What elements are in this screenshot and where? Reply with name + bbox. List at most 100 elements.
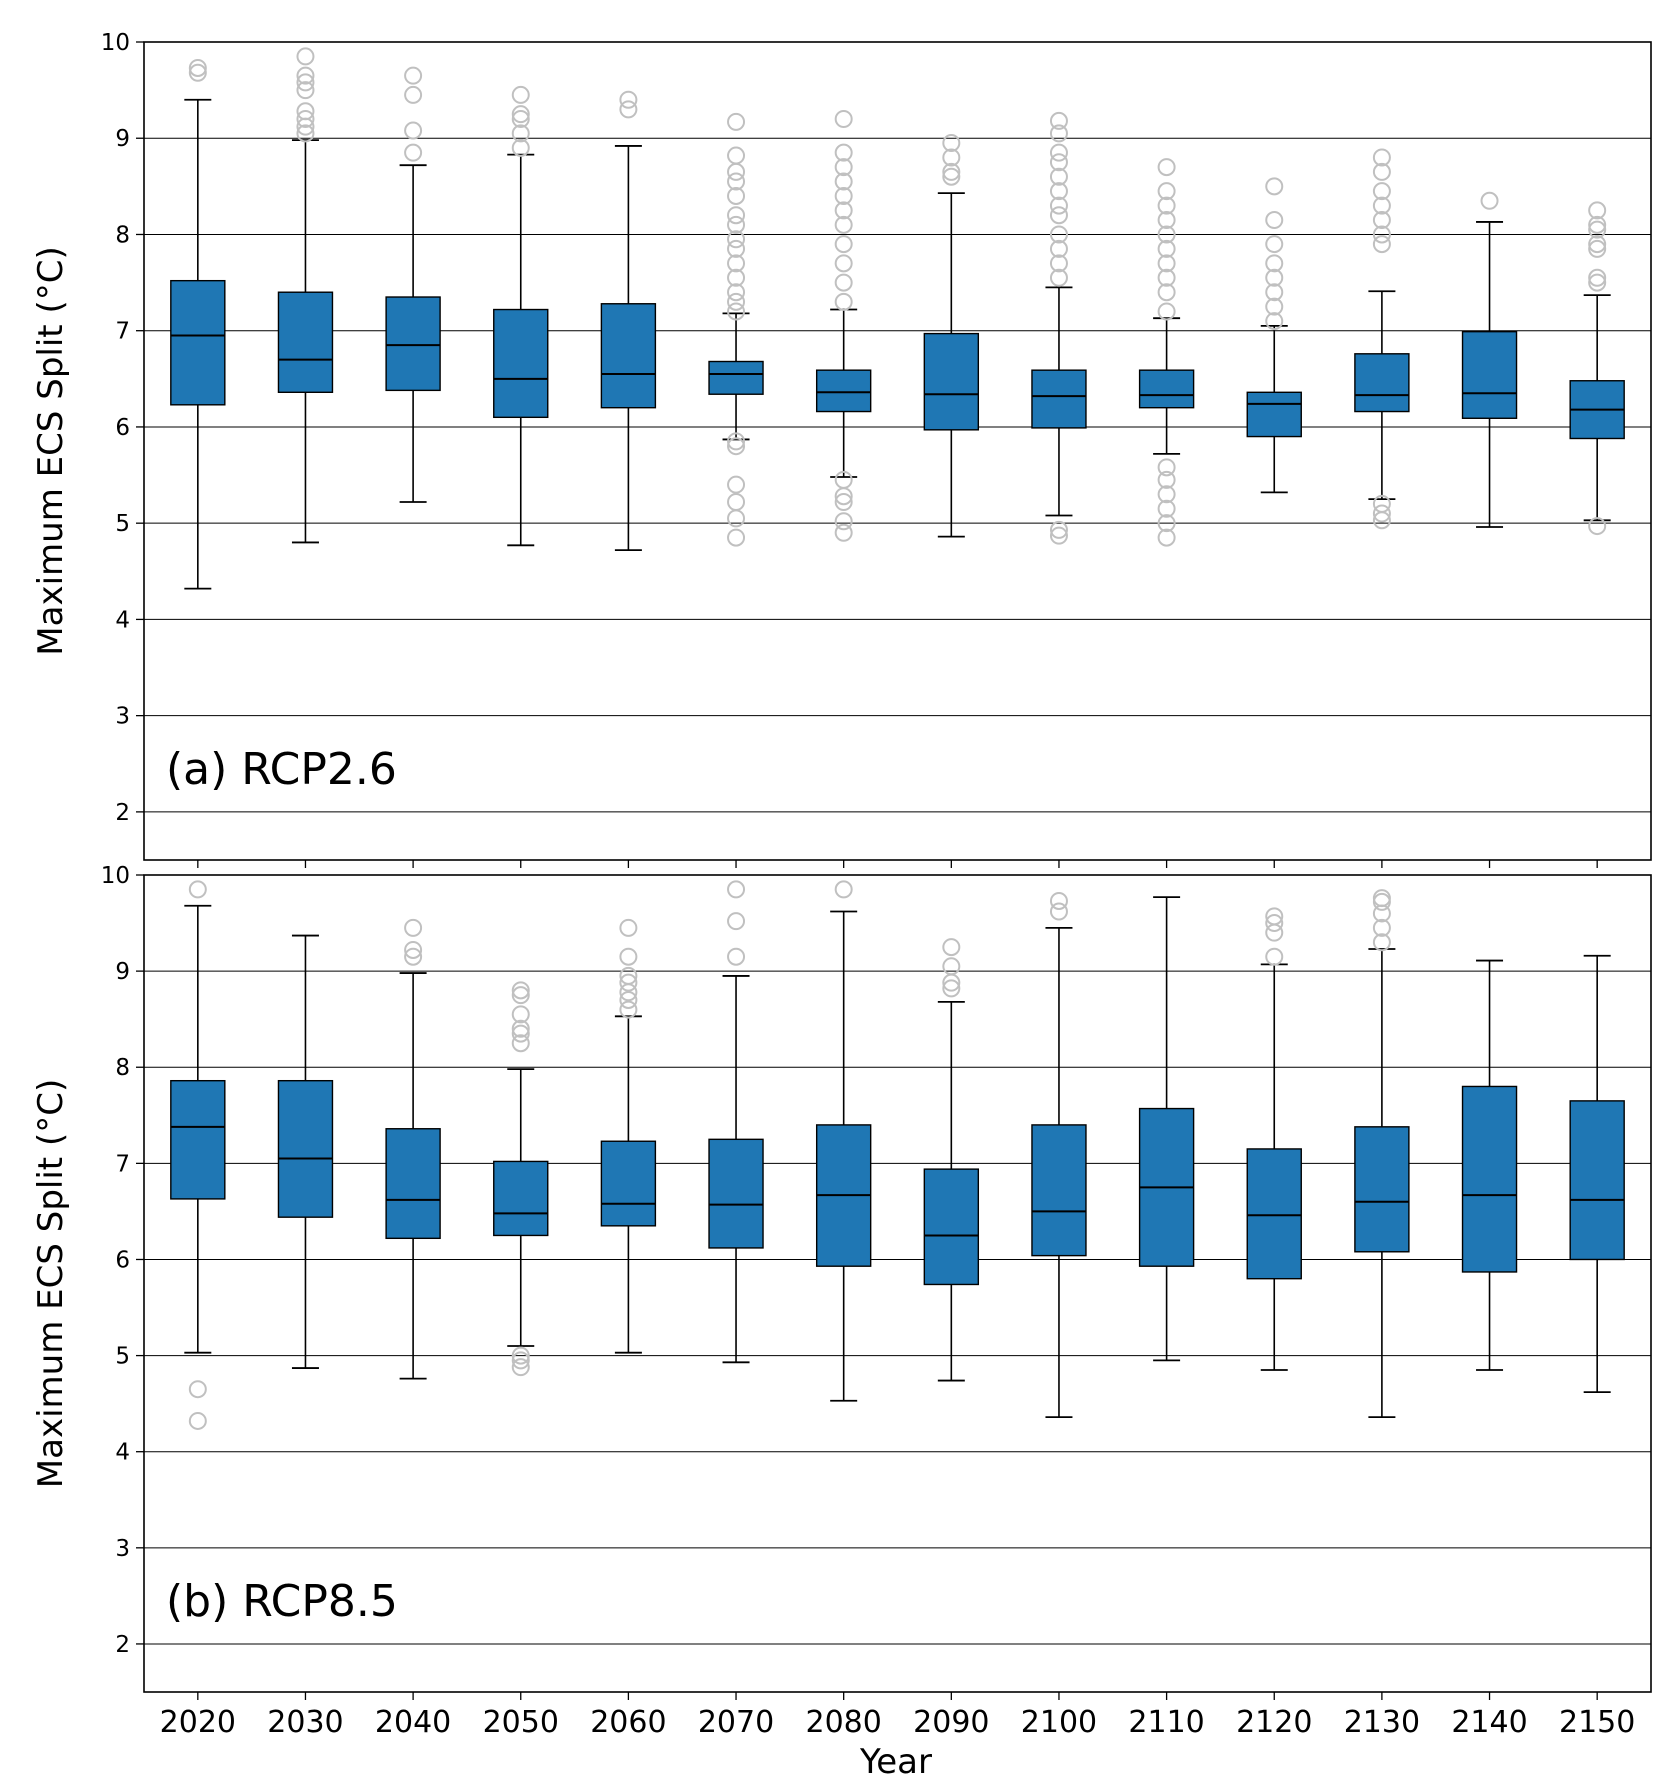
outlier-point <box>834 880 853 899</box>
x-tick-label: 2070 <box>698 1705 774 1740</box>
outlier-point <box>404 121 423 140</box>
outlier-point <box>404 143 423 162</box>
x-tick-label: 2080 <box>805 1705 881 1740</box>
y-tick-label: 6 <box>115 415 130 441</box>
box-2020 <box>170 880 226 1430</box>
outlier-point <box>511 1019 530 1038</box>
outlier-point <box>727 283 746 302</box>
iqr-box <box>385 296 441 392</box>
outlier-point <box>511 1034 530 1053</box>
iqr-box <box>1246 1148 1302 1280</box>
outlier-point <box>727 112 746 131</box>
iqr-box <box>1569 1100 1625 1261</box>
outlier-point <box>727 162 746 181</box>
outlier-point <box>1265 235 1284 254</box>
panel-label: (b) RCP8.5 <box>166 1576 398 1627</box>
outlier-point <box>404 66 423 85</box>
outlier-point <box>296 109 315 128</box>
outlier-point <box>1372 148 1391 167</box>
x-tick-label: 2120 <box>1236 1705 1312 1740</box>
outlier-point <box>1049 225 1068 244</box>
y-tick-label: 3 <box>115 704 130 730</box>
box-2120 <box>1246 177 1302 494</box>
outlier-point <box>1157 239 1176 258</box>
iqr-box <box>277 1079 334 1218</box>
outlier-point <box>511 1024 530 1043</box>
outlier-point <box>727 254 746 273</box>
outlier-point <box>942 938 961 957</box>
iqr-box <box>493 308 549 419</box>
outlier-point <box>1049 182 1068 201</box>
iqr-box <box>493 1160 549 1237</box>
outlier-point <box>1049 902 1068 921</box>
outlier-point <box>619 918 638 937</box>
outlier-point <box>1588 239 1607 258</box>
outlier-point <box>404 918 423 937</box>
outlier-point <box>1588 235 1607 254</box>
outlier-point <box>1372 211 1391 230</box>
iqr-box <box>923 332 980 431</box>
outlier-point <box>1372 892 1391 911</box>
y-tick-label: 8 <box>115 1055 130 1081</box>
outlier-point <box>1588 215 1607 234</box>
outlier-point <box>1157 196 1176 215</box>
outlier-point <box>834 186 853 205</box>
box-2150 <box>1569 201 1625 536</box>
box-2070 <box>708 880 764 1364</box>
outlier-point <box>1049 891 1068 910</box>
outlier-point <box>296 66 315 85</box>
outlier-point <box>1588 517 1607 536</box>
x-tick-label: 2040 <box>375 1705 451 1740</box>
outlier-point <box>188 63 207 82</box>
outlier-point <box>511 109 530 128</box>
outlier-point <box>727 302 746 321</box>
iqr-box <box>708 360 764 395</box>
outlier-point <box>1265 268 1284 287</box>
outlier-point <box>404 85 423 104</box>
outlier-point <box>727 912 746 931</box>
y-tick-label: 4 <box>115 607 130 633</box>
x-tick-label: 2050 <box>483 1705 559 1740</box>
outlier-point <box>1265 297 1284 316</box>
outlier-point <box>404 947 423 966</box>
y-tick-label: 5 <box>115 1344 130 1370</box>
x-tick-label: 2090 <box>913 1705 989 1740</box>
plot-frame <box>143 41 1652 861</box>
outlier-point <box>1265 254 1284 273</box>
outlier-point <box>942 134 961 153</box>
box-2050 <box>493 85 549 547</box>
outlier-point <box>1157 182 1176 201</box>
y-tick-label: 4 <box>115 1440 130 1466</box>
outlier-point <box>727 186 746 205</box>
outlier-point <box>1372 933 1391 952</box>
iqr-box <box>385 1128 441 1240</box>
outlier-point <box>188 880 207 899</box>
outlier-point <box>1588 220 1607 239</box>
outlier-point <box>727 880 746 899</box>
outlier-point <box>942 957 961 976</box>
box-2140 <box>1461 959 1518 1371</box>
x-tick-label: 2150 <box>1559 1705 1635 1740</box>
iqr-box <box>1354 1126 1410 1253</box>
outlier-point <box>1372 494 1391 513</box>
outlier-point <box>296 124 315 143</box>
iqr-box <box>1031 369 1087 429</box>
outlier-point <box>1157 470 1176 489</box>
outlier-point <box>1157 485 1176 504</box>
y-tick-label: 7 <box>115 319 130 345</box>
box-2120 <box>1246 907 1302 1371</box>
y-axis-label: Maximum ECS Split (°C) <box>31 246 71 655</box>
outlier-point <box>1372 225 1391 244</box>
outlier-point <box>1157 158 1176 177</box>
box-2030 <box>277 47 334 544</box>
x-tick-label: 2060 <box>590 1705 666 1740</box>
outlier-point <box>619 90 638 109</box>
outlier-point <box>1049 526 1068 545</box>
outlier-point <box>1049 153 1068 172</box>
outlier-point <box>1157 458 1176 477</box>
outlier-point <box>1157 528 1176 547</box>
outlier-point <box>834 235 853 254</box>
outlier-point <box>1049 143 1068 162</box>
outlier-point <box>834 512 853 531</box>
outlier-point <box>511 986 530 1005</box>
